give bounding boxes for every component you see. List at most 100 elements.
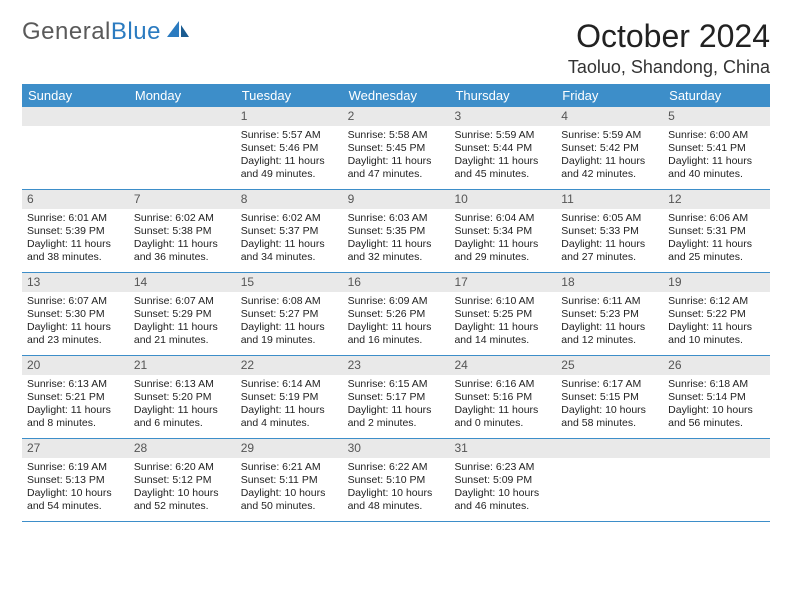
day-number: 7	[129, 190, 236, 209]
sunset-text: Sunset: 5:16 PM	[454, 391, 551, 404]
day-cell: 27Sunrise: 6:19 AMSunset: 5:13 PMDayligh…	[22, 439, 129, 521]
sunset-text: Sunset: 5:45 PM	[348, 142, 445, 155]
day-cell: 24Sunrise: 6:16 AMSunset: 5:16 PMDayligh…	[449, 356, 556, 438]
month-title: October 2024	[568, 18, 770, 55]
day-number: 27	[22, 439, 129, 458]
sunrise-text: Sunrise: 5:58 AM	[348, 129, 445, 142]
sunset-text: Sunset: 5:31 PM	[668, 225, 765, 238]
sunrise-text: Sunrise: 6:23 AM	[454, 461, 551, 474]
daylight-text: Daylight: 11 hours and 49 minutes.	[241, 155, 338, 181]
title-block: October 2024 Taoluo, Shandong, China	[568, 18, 770, 78]
sunrise-text: Sunrise: 6:10 AM	[454, 295, 551, 308]
day-number: 25	[556, 356, 663, 375]
day-number: 29	[236, 439, 343, 458]
sunrise-text: Sunrise: 6:09 AM	[348, 295, 445, 308]
day-number: 18	[556, 273, 663, 292]
daylight-text: Daylight: 11 hours and 19 minutes.	[241, 321, 338, 347]
day-number: 14	[129, 273, 236, 292]
daylight-text: Daylight: 11 hours and 4 minutes.	[241, 404, 338, 430]
day-number	[663, 439, 770, 458]
day-body: Sunrise: 6:17 AMSunset: 5:15 PMDaylight:…	[556, 375, 663, 436]
day-body: Sunrise: 6:12 AMSunset: 5:22 PMDaylight:…	[663, 292, 770, 353]
location: Taoluo, Shandong, China	[568, 57, 770, 78]
sunset-text: Sunset: 5:23 PM	[561, 308, 658, 321]
day-number: 4	[556, 107, 663, 126]
sunrise-text: Sunrise: 5:59 AM	[561, 129, 658, 142]
sail-icon	[165, 18, 191, 46]
day-cell	[556, 439, 663, 521]
daylight-text: Daylight: 10 hours and 54 minutes.	[27, 487, 124, 513]
day-body: Sunrise: 5:57 AMSunset: 5:46 PMDaylight:…	[236, 126, 343, 187]
sunset-text: Sunset: 5:38 PM	[134, 225, 231, 238]
day-number: 30	[343, 439, 450, 458]
day-cell: 23Sunrise: 6:15 AMSunset: 5:17 PMDayligh…	[343, 356, 450, 438]
day-body: Sunrise: 6:03 AMSunset: 5:35 PMDaylight:…	[343, 209, 450, 270]
daylight-text: Daylight: 11 hours and 45 minutes.	[454, 155, 551, 181]
day-body: Sunrise: 6:08 AMSunset: 5:27 PMDaylight:…	[236, 292, 343, 353]
week-row: 6Sunrise: 6:01 AMSunset: 5:39 PMDaylight…	[22, 190, 770, 273]
daylight-text: Daylight: 10 hours and 56 minutes.	[668, 404, 765, 430]
sunrise-text: Sunrise: 6:02 AM	[241, 212, 338, 225]
sunset-text: Sunset: 5:35 PM	[348, 225, 445, 238]
day-cell: 18Sunrise: 6:11 AMSunset: 5:23 PMDayligh…	[556, 273, 663, 355]
day-cell: 10Sunrise: 6:04 AMSunset: 5:34 PMDayligh…	[449, 190, 556, 272]
daylight-text: Daylight: 11 hours and 29 minutes.	[454, 238, 551, 264]
sunrise-text: Sunrise: 6:22 AM	[348, 461, 445, 474]
daylight-text: Daylight: 11 hours and 0 minutes.	[454, 404, 551, 430]
sunset-text: Sunset: 5:10 PM	[348, 474, 445, 487]
logo-text-blue: Blue	[111, 18, 161, 46]
dow-monday: Monday	[129, 84, 236, 107]
day-body: Sunrise: 6:22 AMSunset: 5:10 PMDaylight:…	[343, 458, 450, 519]
day-body: Sunrise: 5:58 AMSunset: 5:45 PMDaylight:…	[343, 126, 450, 187]
day-number: 12	[663, 190, 770, 209]
day-body: Sunrise: 6:23 AMSunset: 5:09 PMDaylight:…	[449, 458, 556, 519]
day-cell: 11Sunrise: 6:05 AMSunset: 5:33 PMDayligh…	[556, 190, 663, 272]
daylight-text: Daylight: 11 hours and 47 minutes.	[348, 155, 445, 181]
day-body: Sunrise: 5:59 AMSunset: 5:44 PMDaylight:…	[449, 126, 556, 187]
day-cell: 15Sunrise: 6:08 AMSunset: 5:27 PMDayligh…	[236, 273, 343, 355]
sunset-text: Sunset: 5:30 PM	[27, 308, 124, 321]
sunrise-text: Sunrise: 6:15 AM	[348, 378, 445, 391]
day-cell: 7Sunrise: 6:02 AMSunset: 5:38 PMDaylight…	[129, 190, 236, 272]
day-body: Sunrise: 6:09 AMSunset: 5:26 PMDaylight:…	[343, 292, 450, 353]
sunset-text: Sunset: 5:15 PM	[561, 391, 658, 404]
sunrise-text: Sunrise: 6:21 AM	[241, 461, 338, 474]
week-row: 1Sunrise: 5:57 AMSunset: 5:46 PMDaylight…	[22, 107, 770, 190]
day-number	[22, 107, 129, 126]
daylight-text: Daylight: 11 hours and 40 minutes.	[668, 155, 765, 181]
day-body: Sunrise: 6:16 AMSunset: 5:16 PMDaylight:…	[449, 375, 556, 436]
logo-text-gray: General	[22, 18, 111, 46]
day-cell: 30Sunrise: 6:22 AMSunset: 5:10 PMDayligh…	[343, 439, 450, 521]
sunrise-text: Sunrise: 6:02 AM	[134, 212, 231, 225]
sunrise-text: Sunrise: 6:18 AM	[668, 378, 765, 391]
day-number	[556, 439, 663, 458]
dow-sunday: Sunday	[22, 84, 129, 107]
sunset-text: Sunset: 5:33 PM	[561, 225, 658, 238]
day-body: Sunrise: 6:20 AMSunset: 5:12 PMDaylight:…	[129, 458, 236, 519]
sunrise-text: Sunrise: 6:05 AM	[561, 212, 658, 225]
sunrise-text: Sunrise: 6:19 AM	[27, 461, 124, 474]
dow-friday: Friday	[556, 84, 663, 107]
day-body: Sunrise: 6:01 AMSunset: 5:39 PMDaylight:…	[22, 209, 129, 270]
sunset-text: Sunset: 5:34 PM	[454, 225, 551, 238]
day-number: 6	[22, 190, 129, 209]
day-cell: 13Sunrise: 6:07 AMSunset: 5:30 PMDayligh…	[22, 273, 129, 355]
day-cell	[663, 439, 770, 521]
daylight-text: Daylight: 11 hours and 25 minutes.	[668, 238, 765, 264]
day-number: 17	[449, 273, 556, 292]
day-cell: 3Sunrise: 5:59 AMSunset: 5:44 PMDaylight…	[449, 107, 556, 189]
sunrise-text: Sunrise: 6:07 AM	[27, 295, 124, 308]
dow-wednesday: Wednesday	[343, 84, 450, 107]
sunrise-text: Sunrise: 6:14 AM	[241, 378, 338, 391]
day-number: 21	[129, 356, 236, 375]
sunset-text: Sunset: 5:44 PM	[454, 142, 551, 155]
day-number: 22	[236, 356, 343, 375]
sunrise-text: Sunrise: 6:13 AM	[27, 378, 124, 391]
day-cell: 31Sunrise: 6:23 AMSunset: 5:09 PMDayligh…	[449, 439, 556, 521]
day-body: Sunrise: 6:11 AMSunset: 5:23 PMDaylight:…	[556, 292, 663, 353]
day-body: Sunrise: 6:05 AMSunset: 5:33 PMDaylight:…	[556, 209, 663, 270]
day-cell: 29Sunrise: 6:21 AMSunset: 5:11 PMDayligh…	[236, 439, 343, 521]
day-cell: 4Sunrise: 5:59 AMSunset: 5:42 PMDaylight…	[556, 107, 663, 189]
sunrise-text: Sunrise: 6:04 AM	[454, 212, 551, 225]
day-number: 15	[236, 273, 343, 292]
